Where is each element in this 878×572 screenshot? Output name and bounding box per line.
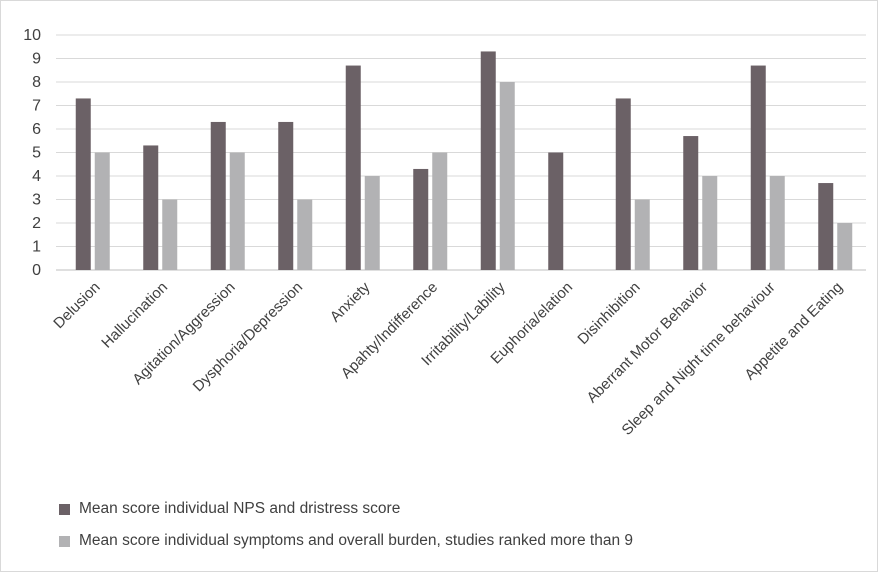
y-tick-label: 6 [32, 121, 41, 138]
y-tick-label: 7 [32, 98, 41, 115]
bar-series-2 [499, 82, 515, 270]
y-tick-label: 1 [32, 239, 41, 256]
legend-label-series-1: Mean score individual NPS and dristress … [79, 500, 401, 517]
y-tick-label: 3 [32, 192, 41, 209]
legend-label-series-2: Mean score individual symptoms and overa… [79, 532, 633, 549]
bar-series-2 [229, 152, 245, 270]
bar-series-1 [548, 152, 564, 270]
x-category-label: Anxiety [327, 278, 374, 325]
bar-series-2 [297, 199, 313, 270]
bar-series-1 [210, 121, 226, 270]
bar-series-1 [683, 136, 699, 270]
bar-series-2 [634, 199, 650, 270]
bar-series-2 [702, 176, 718, 270]
x-category-label: Dysphoria/Depression [190, 279, 306, 395]
bar-chart: 012345678910DelusionHallucinationAgitati… [23, 27, 866, 439]
y-tick-label: 5 [32, 145, 41, 162]
bar-series-1 [278, 121, 294, 270]
x-category-label: Disinhibition [574, 279, 643, 348]
legend: Mean score individual NPS and dristress … [59, 499, 633, 563]
bar-series-1 [615, 98, 631, 270]
y-tick-label: 8 [32, 74, 41, 91]
bar-series-2 [837, 223, 853, 270]
bar-series-1 [480, 51, 496, 271]
bar-series-1 [75, 98, 91, 270]
y-tick-label: 2 [32, 215, 41, 232]
bar-series-2 [94, 152, 110, 270]
legend-item-series-2: Mean score individual symptoms and overa… [59, 531, 633, 551]
x-category-label: Aberrant Motor Behavior [584, 279, 712, 407]
bar-series-2 [364, 176, 380, 270]
y-tick-label: 9 [32, 51, 41, 68]
bar-series-1 [750, 65, 766, 270]
y-tick-label: 10 [23, 27, 41, 44]
legend-swatch-series-2 [59, 535, 70, 547]
x-category-label: Delusion [50, 279, 103, 332]
bar-series-1 [345, 65, 361, 270]
bar-series-1 [413, 168, 429, 270]
bar-series-1 [818, 183, 834, 270]
y-tick-label: 4 [32, 168, 41, 185]
bar-series-2 [162, 199, 178, 270]
y-tick-label: 0 [32, 262, 41, 279]
x-category-label: Hallucination [98, 279, 171, 352]
bar-series-1 [143, 145, 159, 270]
legend-item-series-1: Mean score individual NPS and dristress … [59, 499, 633, 519]
bar-series-2 [432, 152, 448, 270]
legend-swatch-series-1 [59, 503, 70, 515]
bar-series-2 [769, 176, 785, 270]
